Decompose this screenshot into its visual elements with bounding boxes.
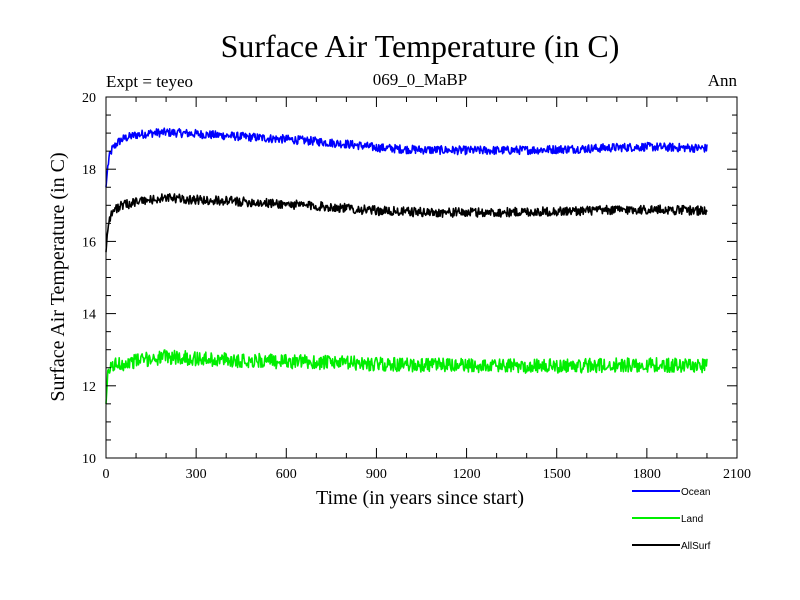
y-tick-label: 14 xyxy=(82,308,96,323)
chart-subtitle: 069_0_MaBP xyxy=(373,70,467,89)
x-tick-label: 600 xyxy=(276,467,297,482)
series-line-allsurf xyxy=(105,193,708,253)
legend: Ocean Land AllSurf xyxy=(632,487,711,552)
x-axis-label: Time (in years since start) xyxy=(316,487,524,509)
series-line-land xyxy=(105,349,708,404)
y-axis-label: Surface Air Temperature (in C) xyxy=(47,152,69,401)
period-label: Ann xyxy=(708,71,738,90)
series-layer xyxy=(105,127,708,404)
y-tick-label: 16 xyxy=(82,235,96,250)
x-tick-label: 1200 xyxy=(453,467,481,482)
x-tick-label: 300 xyxy=(186,467,207,482)
x-tick-label: 900 xyxy=(366,467,387,482)
legend-label-allsurf: AllSurf xyxy=(681,541,711,552)
legend-label-land: Land xyxy=(681,514,703,525)
x-tick-label: 1800 xyxy=(633,467,661,482)
x-tick-label: 2100 xyxy=(723,467,751,482)
experiment-label: Expt = teyeo xyxy=(106,72,193,91)
axis-ticks: 0 300 600 900 1200 1500 1800 2100 10 12 14 16 18 20 xyxy=(82,91,751,482)
y-tick-label: 18 xyxy=(82,163,96,178)
chart-title: Surface Air Temperature (in C) xyxy=(221,28,620,64)
x-tick-label: 1500 xyxy=(543,467,571,482)
y-tick-label: 12 xyxy=(82,380,96,395)
series-line-ocean xyxy=(105,127,708,188)
legend-label-ocean: Ocean xyxy=(681,487,710,498)
y-tick-label: 10 xyxy=(82,452,96,467)
y-tick-label: 20 xyxy=(82,91,96,106)
x-tick-label: 0 xyxy=(103,467,110,482)
